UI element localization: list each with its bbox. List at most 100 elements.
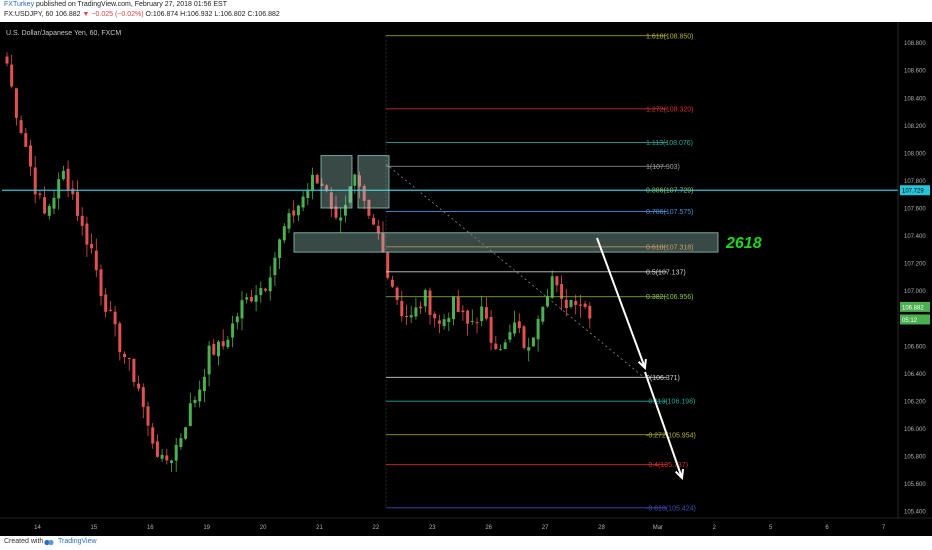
y-tick-label: 105.400: [904, 510, 926, 516]
candle-body: [207, 345, 211, 375]
candle-body: [254, 295, 258, 302]
candle-body: [442, 319, 446, 327]
candle-body: [522, 326, 526, 348]
candle-body: [400, 300, 404, 317]
x-tick-label: 27: [542, 525, 549, 531]
horizontal-level-tag-label: 107.729: [902, 189, 924, 195]
fib-level-label: 1(107.903): [646, 164, 680, 171]
x-tick-label: 28: [598, 525, 605, 531]
y-tick-label: 107.200: [904, 262, 926, 268]
candle-body: [14, 88, 18, 118]
candle-body: [437, 320, 441, 324]
y-tick-label: 106.200: [904, 399, 926, 405]
candle-body: [245, 297, 249, 300]
candle-body: [381, 233, 385, 252]
candle-body: [452, 296, 455, 320]
ohlc-values: O:106.874 H:106.932 L:106.802 C:106.882: [145, 11, 280, 18]
fib-level-label: 0(106.371): [646, 375, 680, 382]
price-tag: [900, 314, 930, 325]
candle-body: [508, 332, 512, 340]
y-tick-label: 108.800: [904, 41, 926, 47]
candle-body: [43, 197, 47, 214]
candle-body: [57, 179, 61, 199]
candle-body: [287, 213, 291, 229]
candle-body: [170, 460, 173, 463]
symbol-label: FX:USDJPY, 60: [4, 11, 54, 18]
candle-body: [564, 299, 568, 309]
price-tag: [900, 301, 930, 312]
chart-area[interactable]: 1.618(108.850) 1.272(108.320) 1.113(108.07…: [0, 22, 932, 536]
candle-body: [541, 306, 545, 322]
candle-body: [301, 196, 305, 208]
candle-body: [578, 304, 582, 306]
candle-body: [423, 290, 427, 307]
candle-body: [141, 387, 145, 407]
candle-body: [123, 353, 126, 358]
candle-body: [569, 299, 573, 307]
candle-body: [231, 323, 235, 338]
quote-line: FX:USDJPY, 60 106.882 ▼ −0.025 (−0.02%) …: [4, 11, 280, 18]
candle-body: [343, 204, 347, 216]
candle-body: [212, 343, 216, 355]
candle-body: [160, 454, 164, 459]
x-tick-label: 7: [882, 525, 886, 531]
candle-body: [536, 318, 540, 340]
fib-level-label: 1.272(108.320): [646, 106, 693, 113]
x-tick-label: 16: [147, 525, 154, 531]
candle-body: [484, 307, 488, 319]
candle-body: [76, 191, 79, 216]
chart-header: FXTurkey published on TradingView.com, F…: [0, 0, 932, 22]
candle-body: [555, 276, 559, 286]
candle-body: [249, 297, 253, 302]
top-zone-box-1: [320, 155, 353, 209]
price-axis: [898, 22, 932, 536]
fib-level-label: 0.5(107.137): [646, 269, 686, 276]
candle-body: [513, 322, 517, 334]
candle-body: [33, 167, 37, 195]
candle-body: [358, 175, 361, 187]
candle-body: [202, 376, 206, 392]
y-tick-label: 106.600: [904, 344, 926, 350]
y-tick-label: 108.200: [904, 124, 926, 130]
candle-body: [61, 170, 65, 180]
candle-body: [99, 269, 103, 297]
candle-body: [38, 193, 42, 195]
candle-body: [447, 318, 451, 322]
candle-body: [362, 185, 366, 201]
candle-body: [456, 296, 460, 313]
tradingview-logo-icon: [44, 539, 54, 546]
author-link[interactable]: FXTurkey: [4, 1, 35, 8]
y-tick-label: 105.600: [904, 482, 926, 488]
down-triangle-icon: ▼: [82, 11, 90, 18]
fib-level-label: 0.618(107.318): [646, 244, 693, 251]
candle-body: [560, 284, 564, 299]
candle-body: [66, 168, 70, 191]
footer: Created with TradingView: [0, 536, 932, 550]
candle-body: [292, 210, 296, 216]
candle-body: [306, 189, 310, 199]
y-tick-label: 105.800: [904, 455, 926, 461]
publish-line: FXTurkey published on TradingView.com, F…: [4, 1, 227, 8]
candle-body: [132, 358, 136, 382]
candle-body: [348, 186, 352, 203]
price-chart[interactable]: 1.618(108.850) 1.272(108.320) 1.113(108.07…: [0, 22, 932, 536]
horizontal-level-tag: [900, 185, 930, 196]
candle-body: [278, 239, 282, 258]
fib-level-label: -0.618(105.424): [646, 505, 696, 512]
fib-level-label: 1.618(108.850): [646, 33, 693, 40]
x-tick-label: 20: [260, 525, 267, 531]
candle-body: [395, 287, 399, 300]
x-tick-label: 23: [429, 525, 436, 531]
fib-level-label: 1.113(108.076): [646, 140, 693, 147]
created-with-label: Created with: [4, 538, 44, 545]
candle-body: [282, 226, 286, 241]
candle-body: [405, 315, 408, 317]
candle-body: [240, 300, 244, 319]
candle-body: [315, 174, 319, 184]
candle-body: [480, 306, 484, 322]
fib-level-label: 0.886(107.729): [646, 188, 693, 195]
top-zone-box-2: [357, 155, 390, 209]
tradingview-brand[interactable]: TradingView: [58, 538, 97, 545]
last-price: 106.882: [55, 11, 81, 18]
price-tag-label: 05:12: [902, 318, 918, 324]
